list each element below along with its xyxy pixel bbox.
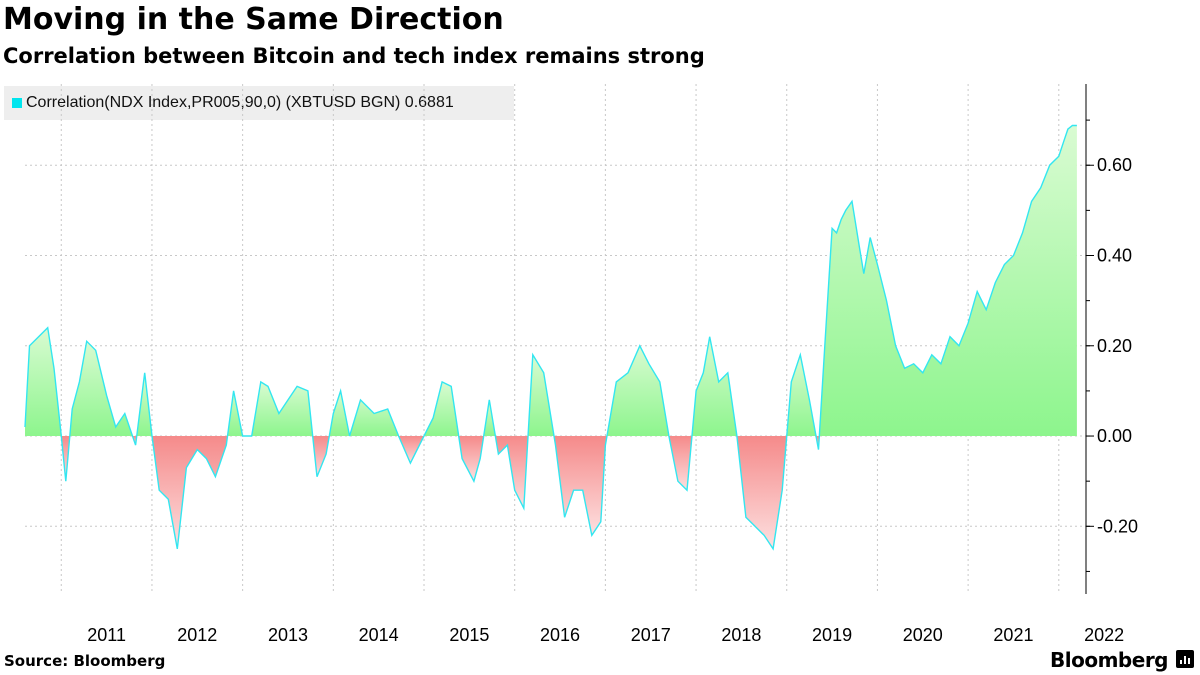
x-tick-label: 2017 [631,625,671,645]
negative-area [668,436,692,491]
x-tick-label: 2018 [721,625,761,645]
positive-area [786,354,816,436]
series-area [24,124,1077,551]
legend: Correlation(NDX Index,PR005,90,0) (XBTUS… [4,86,514,120]
negative-area [736,436,787,549]
y-tick-label: 0.20 [1097,336,1132,356]
negative-area [458,436,484,482]
positive-area [819,125,1077,436]
x-tick-label: 2016 [540,625,580,645]
brand-logo: Bloomberg [1050,648,1168,672]
negative-area [152,436,228,549]
bloomberg-terminal-icon [1176,650,1194,668]
positive-area [424,381,459,436]
legend-swatch [12,98,22,108]
positive-area [483,399,496,436]
negative-area [495,436,528,509]
tick-labels: 0.60 0.40 0.20 0.00 -0.20 2011 2012 2013 2014 201… [87,155,1138,645]
negative-area [554,436,607,536]
chart-subtitle: Correlation between Bitcoin and tech ind… [3,44,705,68]
y-tick-label: -0.20 [1097,516,1138,536]
y-tick-label: 0.40 [1097,246,1132,266]
x-tick-label: 2015 [449,625,489,645]
x-tick-label: 2020 [903,625,943,645]
positive-area [606,345,669,436]
chart-title: Moving in the Same Direction [3,2,504,37]
x-tick-label: 2014 [359,625,399,645]
positive-area [69,341,133,436]
x-tick-label: 2011 [87,625,126,645]
positive-area [329,390,399,436]
series-line [24,124,1077,551]
positive-area [528,354,554,436]
negative-area [61,436,70,482]
x-tick-label: 2012 [177,625,217,645]
positive-area [25,327,62,436]
x-tick-label: 2021 [993,625,1033,645]
positive-area [691,336,737,436]
positive-area [136,372,152,436]
negative-area [312,436,330,477]
x-tick-label: 2019 [812,625,852,645]
axes [1085,84,1094,594]
legend-label: Correlation(NDX Index,PR005,90,0) (XBTUS… [26,94,454,111]
y-tick-label: 0.60 [1097,155,1132,175]
grid-lines [25,84,1086,594]
y-tick-label: 0.00 [1097,426,1132,446]
negative-area [398,436,424,464]
source-note: Source: Bloomberg [4,652,166,670]
x-tick-label: 2013 [268,625,308,645]
x-tick-label: 2022 [1084,625,1124,645]
